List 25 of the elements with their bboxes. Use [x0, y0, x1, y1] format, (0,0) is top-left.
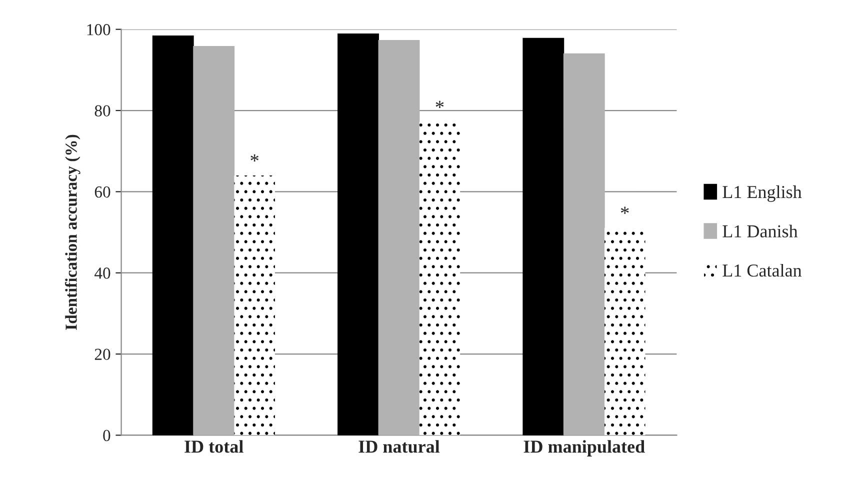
y-tick-label: 60 — [94, 186, 110, 198]
y-tick-label: 20 — [94, 348, 110, 360]
bar — [193, 46, 235, 436]
legend-label: L1 Danish — [722, 224, 798, 238]
y-tick-label: 80 — [94, 105, 110, 116]
bar — [234, 175, 275, 436]
bar — [378, 40, 420, 436]
legend-label: L1 English — [722, 185, 802, 202]
x-tick-label: ID natural — [358, 440, 440, 453]
y-tick-label: 40 — [94, 268, 110, 279]
bar — [419, 122, 460, 436]
y-axis-title: Identification accuracy (%) — [64, 134, 80, 330]
bar — [563, 53, 605, 436]
annotation: * — [620, 206, 629, 214]
y-tick-label: 100 — [87, 24, 110, 36]
bar — [338, 33, 379, 436]
y-tick-label: 0 — [103, 430, 110, 442]
bar — [604, 228, 646, 436]
legend-label: L1 Catalan — [722, 264, 802, 277]
x-tick-label: ID total — [184, 440, 244, 453]
bar — [522, 38, 564, 436]
x-tick-label: ID manipulated — [524, 440, 645, 456]
annotation: * — [436, 100, 444, 108]
annotation: * — [250, 154, 258, 162]
bar — [152, 35, 194, 436]
